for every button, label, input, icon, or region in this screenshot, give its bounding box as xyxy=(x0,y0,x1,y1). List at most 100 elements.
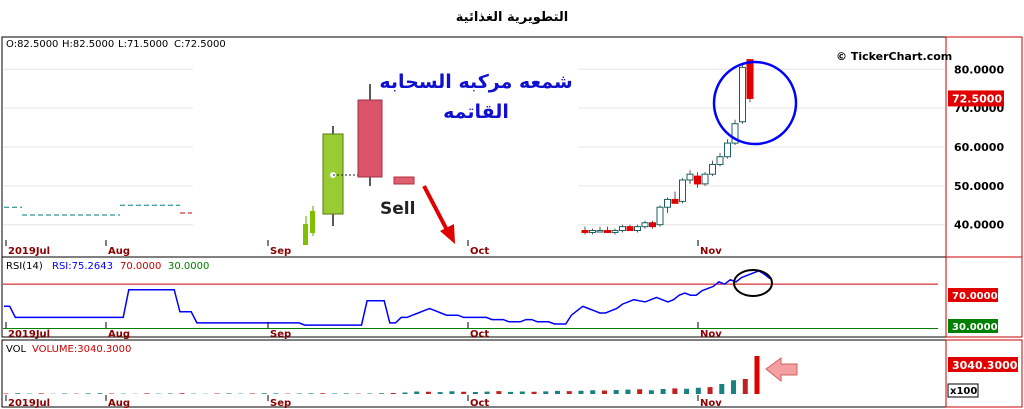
price-tick-label: 80.0000 xyxy=(954,63,1004,76)
volume-bar xyxy=(3,393,9,394)
vol-unit-box xyxy=(947,383,979,398)
month-label: Oct xyxy=(470,398,489,409)
rsi-upper-badge-text: 70.0000 xyxy=(952,291,998,302)
volume-bar xyxy=(613,390,619,394)
volume-bar xyxy=(437,392,443,394)
price-candle-body xyxy=(641,222,649,228)
month-label: Oct xyxy=(470,246,489,257)
month-label: Sep xyxy=(270,398,291,409)
volume-bar xyxy=(543,391,549,394)
volume-bar xyxy=(637,389,643,394)
rsi-name: RSI(14) xyxy=(6,261,43,272)
vol-name: VOL xyxy=(6,344,27,355)
volume-bar xyxy=(601,390,607,394)
month-label: Sep xyxy=(270,246,291,257)
rsi-lower-label: 30.0000 xyxy=(168,261,209,272)
volume-bar xyxy=(707,387,713,394)
volume-bar xyxy=(249,393,255,394)
price-candle-body xyxy=(709,163,716,175)
vol-last-badge xyxy=(948,357,1018,372)
vol-unit: x100 xyxy=(950,386,977,397)
annotation-title-line2: القاتمه xyxy=(443,101,509,123)
month-label: 2019Jul xyxy=(8,329,50,340)
chart-area: 80.0000 70.0000 60.0000 50.0000 40.0000 72.50… xyxy=(1,36,1023,409)
price-candle-body xyxy=(589,230,596,233)
month-label: Sep xyxy=(270,329,291,340)
annotation-box: شمعه مركبه السحابه القاتمه Sell xyxy=(193,50,578,245)
volume-bar xyxy=(15,393,21,394)
rsi-panel xyxy=(1,256,947,338)
price-candle-body xyxy=(619,226,626,232)
volume-bar xyxy=(402,392,408,394)
ohlc-high: H:82.5000 xyxy=(62,39,114,50)
annot-sell-candle xyxy=(393,176,415,185)
price-tick-label: 60.0000 xyxy=(954,141,1004,154)
volume-bar xyxy=(179,393,185,394)
ohlc-low: L:71.5000 xyxy=(118,39,168,50)
volume-bar xyxy=(519,391,525,394)
volume-bar xyxy=(754,356,760,394)
volume-bar xyxy=(684,388,690,394)
volume-bar xyxy=(320,393,326,394)
volume-bar xyxy=(449,391,455,394)
volume-bar xyxy=(167,393,173,394)
volume-bar xyxy=(625,389,631,394)
volume-bar xyxy=(414,391,420,394)
vol-panel xyxy=(1,339,947,408)
annotation-title-line1: شمعه مركبه السحابه xyxy=(379,71,572,93)
volume-bar xyxy=(343,393,349,394)
vol-pointer-arrow xyxy=(765,357,798,383)
price-month-axis: 2019Jul Aug Sep Oct Nov xyxy=(5,240,722,257)
annot-sell-label: Sell xyxy=(380,199,415,219)
rsi-upper-label: 70.0000 xyxy=(120,261,161,272)
rsi-highlight-ellipse xyxy=(733,269,773,297)
annot-small-candle xyxy=(303,224,308,245)
volume-bar xyxy=(97,393,103,394)
price-candle-body xyxy=(694,175,701,185)
volume-bar xyxy=(566,391,572,394)
rsi-line xyxy=(4,270,771,326)
price-axis-ticks: 80.000070.000060.000050.000040.000072.50… xyxy=(948,63,1004,232)
volume-bar xyxy=(695,387,701,394)
month-label: Oct xyxy=(470,329,489,340)
volume-bar xyxy=(484,391,490,394)
volume-bar xyxy=(742,379,748,394)
annot-small-candle xyxy=(310,211,315,233)
annotation-background xyxy=(193,50,578,245)
month-label: Aug xyxy=(108,246,130,257)
price-candle-body xyxy=(731,123,739,144)
price-candle-body xyxy=(604,230,611,233)
volume-bar xyxy=(226,393,232,394)
volume-bar xyxy=(38,393,44,394)
month-label: 2019Jul xyxy=(8,398,50,409)
volume-bar xyxy=(496,391,502,394)
price-candle-body xyxy=(701,173,709,185)
volume-bar xyxy=(472,392,478,394)
price-candle-body xyxy=(626,226,634,232)
volume-bar xyxy=(85,393,91,394)
rsi-upper-badge xyxy=(948,288,998,302)
volume-bar xyxy=(555,390,561,394)
rsi-lower-badge xyxy=(948,319,998,333)
volume-bar xyxy=(296,393,302,394)
vol-value: VOLUME:3040.3000 xyxy=(32,344,131,355)
rsi-lower-badge-text: 30.0000 xyxy=(952,322,998,333)
volume-bar xyxy=(379,393,384,394)
price-candle-body xyxy=(596,230,604,233)
rsi-series xyxy=(3,270,938,329)
price-candle-body xyxy=(656,206,664,226)
price-candle-body xyxy=(746,59,754,99)
price-candle-body xyxy=(724,142,731,158)
price-candle-body xyxy=(679,179,686,202)
annot-sell-arrow-head xyxy=(440,224,455,244)
price-tick-label: 50.0000 xyxy=(954,180,1004,193)
volume-bar xyxy=(578,390,584,394)
volume-bar xyxy=(390,393,396,394)
volume-bar xyxy=(672,388,678,394)
price-candle-body xyxy=(634,226,641,232)
rsi-month-axis: 2019Jul Aug Sep Oct Nov xyxy=(5,322,722,340)
volume-bar xyxy=(109,393,115,394)
ohlc-close: C:72.5000 xyxy=(174,39,226,50)
vol-last-badge-text: 3040.3000 xyxy=(952,359,1018,372)
chart-title: التطويرية الغذائية xyxy=(455,10,569,25)
